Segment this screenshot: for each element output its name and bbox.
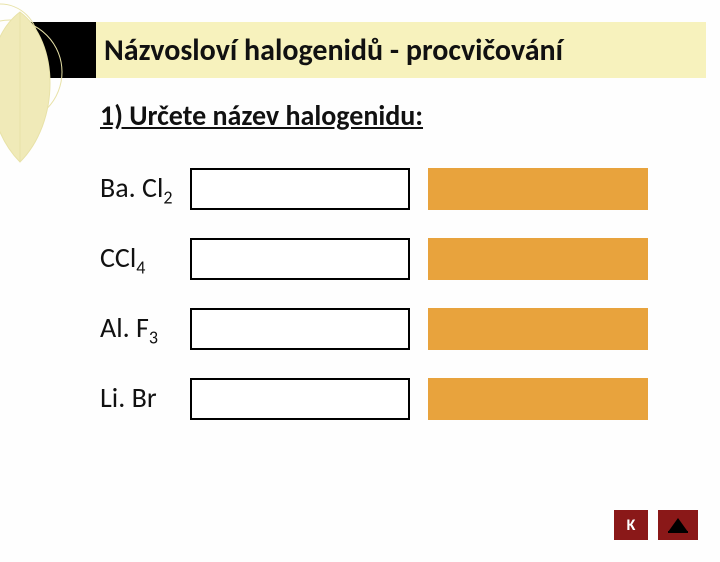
key-button[interactable]: K <box>614 510 648 540</box>
title-bar: Názvosloví halogenidů - procvičování <box>14 22 706 78</box>
exercise-prompt: 1) Určete název halogenidu: <box>100 98 720 133</box>
answer-reveal[interactable] <box>428 308 648 350</box>
exercise-row: Li. Br <box>100 377 720 421</box>
footer-controls: K <box>614 510 698 540</box>
answer-reveal[interactable] <box>428 378 648 420</box>
exercise-row: Al. F3 <box>100 307 720 351</box>
exercise-row: Ba. Cl2 <box>100 167 720 211</box>
page-title: Názvosloví halogenidů - procvičování <box>96 22 706 78</box>
exercise-row: CCl4 <box>100 237 720 281</box>
exercise-rows: Ba. Cl2 CCl4 Al. F3 Li. Br <box>100 167 720 421</box>
formula-label: Li. Br <box>100 380 190 419</box>
formula-label: Ba. Cl2 <box>100 170 190 209</box>
answer-input[interactable] <box>190 378 410 420</box>
arrow-right-icon <box>666 516 690 534</box>
answer-input[interactable] <box>190 308 410 350</box>
answer-input[interactable] <box>190 168 410 210</box>
next-button[interactable] <box>658 510 698 540</box>
answer-reveal[interactable] <box>428 238 648 280</box>
formula-label: CCl4 <box>100 240 190 279</box>
answer-input[interactable] <box>190 238 410 280</box>
formula-label: Al. F3 <box>100 310 190 349</box>
answer-reveal[interactable] <box>428 168 648 210</box>
